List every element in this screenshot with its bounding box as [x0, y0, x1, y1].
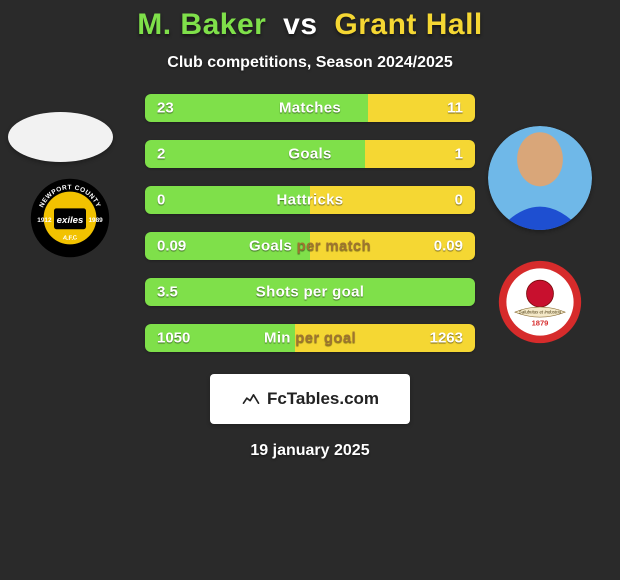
source-logo-text: FcTables.com: [267, 389, 379, 409]
stat-row: 0 0 Hattricks: [145, 186, 475, 214]
title-vs: vs: [275, 8, 325, 41]
stat-bar-left: [145, 140, 365, 168]
player1-avatar: [8, 112, 113, 162]
stat-label: Goals: [288, 146, 331, 163]
stat-value-left: 0: [157, 192, 165, 209]
stat-label-left: Matches: [279, 100, 341, 117]
stat-row: 1050 1263 Min per goal: [145, 324, 475, 352]
subtitle: Club competitions, Season 2024/2025: [167, 54, 452, 72]
page-title: M. Baker vs Grant Hall: [137, 8, 483, 42]
stat-label: Hattricks: [277, 192, 344, 209]
stat-label-left: Goals: [249, 238, 292, 255]
stat-value-right: 0.09: [434, 238, 463, 255]
stat-label: Matches: [279, 100, 341, 117]
svg-text:A.F.C: A.F.C: [62, 235, 78, 242]
svg-text:Salubritas et Industria: Salubritas et Industria: [519, 310, 562, 315]
stat-value-left: 2: [157, 146, 165, 163]
source-logo: FcTables.com: [210, 374, 410, 424]
footer-date: 19 january 2025: [250, 442, 369, 460]
comparison-card: NEWPORT COUNTYexiles19121989A.F.C Salubr…: [0, 0, 620, 580]
stat-value-left: 23: [157, 100, 174, 117]
stat-value-right: 1263: [430, 330, 463, 347]
stat-label-right: per goal: [295, 330, 356, 347]
stat-rows: 23 11 Matches 2 1 Goals 0 0 Hattricks 0.09 0.09 Goa…: [145, 94, 475, 352]
stat-label-left: Goals: [288, 146, 331, 163]
stat-value-right: 11: [447, 100, 463, 117]
stat-value-right: 0: [455, 192, 463, 209]
player2-club-badge: Salubritas et Industria 1879: [498, 260, 582, 344]
stat-row: 0.09 0.09 Goals per match: [145, 232, 475, 260]
stat-label-left: Min: [264, 330, 291, 347]
svg-text:1912: 1912: [37, 217, 52, 224]
svg-text:exiles: exiles: [57, 215, 84, 226]
stat-label-right: per match: [297, 238, 371, 255]
stat-row: 23 11 Matches: [145, 94, 475, 122]
stat-value-left: 3.5: [157, 284, 178, 301]
stat-row: 2 1 Goals: [145, 140, 475, 168]
stat-label-left: Hattricks: [277, 192, 344, 209]
source-logo-icon: [241, 389, 261, 409]
player1-club-badge: NEWPORT COUNTYexiles19121989A.F.C: [30, 178, 110, 258]
stat-value-left: 1050: [157, 330, 190, 347]
stat-label: Min per goal: [264, 330, 356, 347]
stat-label: Goals per match: [249, 238, 371, 255]
stat-value-left: 0.09: [157, 238, 186, 255]
player2-avatar: [488, 126, 592, 230]
title-player1: M. Baker: [137, 8, 266, 41]
stat-label-left: Shots per goal: [256, 284, 364, 301]
svg-text:1879: 1879: [532, 319, 549, 328]
stat-row: 3.5 Shots per goal: [145, 278, 475, 306]
stat-value-right: 1: [455, 146, 463, 163]
svg-text:1989: 1989: [88, 217, 103, 224]
title-player2: Grant Hall: [334, 8, 482, 41]
stat-label: Shots per goal: [256, 284, 364, 301]
